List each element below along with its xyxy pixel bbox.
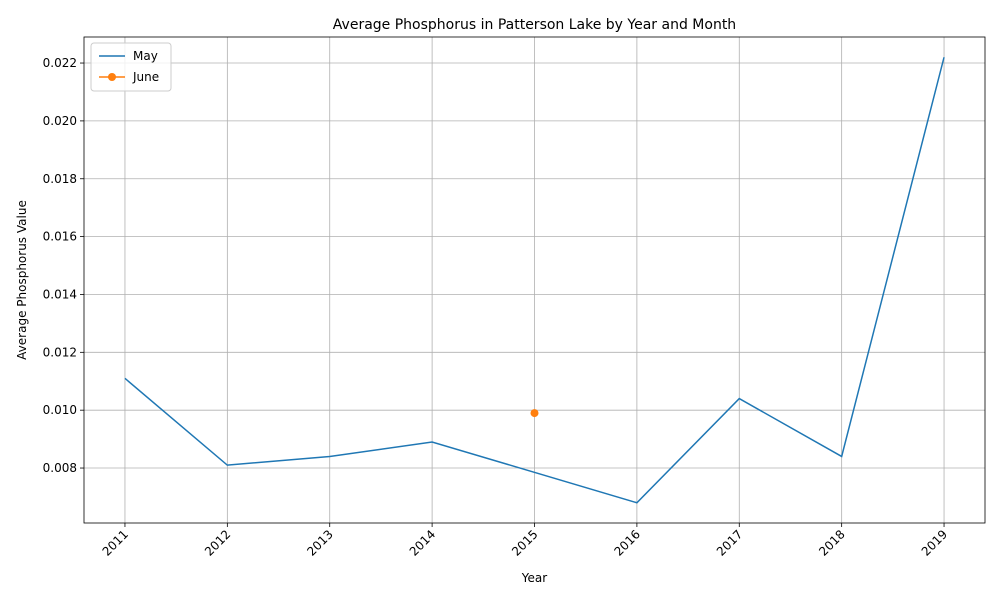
y-tick-label: 0.012: [43, 345, 77, 359]
legend-label-june: June: [132, 70, 159, 84]
legend: May June: [90, 42, 172, 92]
y-tick-label: 0.022: [43, 56, 77, 70]
y-tick-label: 0.016: [43, 230, 77, 244]
legend-marker-june: [108, 73, 116, 81]
series-lines: [124, 57, 945, 504]
series-line-may: [124, 57, 945, 504]
chart-title: Average Phosphorus in Patterson Lake by …: [333, 17, 736, 33]
y-axis-label: Average Phosphorus Value: [15, 200, 29, 360]
x-axis-label: Year: [521, 571, 547, 585]
data-point-june: [530, 409, 539, 418]
y-tick-label: 0.008: [43, 461, 77, 475]
y-tick-label: 0.018: [43, 172, 77, 186]
legend-label-may: May: [133, 49, 158, 63]
y-tick-label: 0.020: [43, 114, 77, 128]
y-tick-label: 0.010: [43, 403, 77, 417]
y-tick-label: 0.014: [43, 287, 77, 301]
